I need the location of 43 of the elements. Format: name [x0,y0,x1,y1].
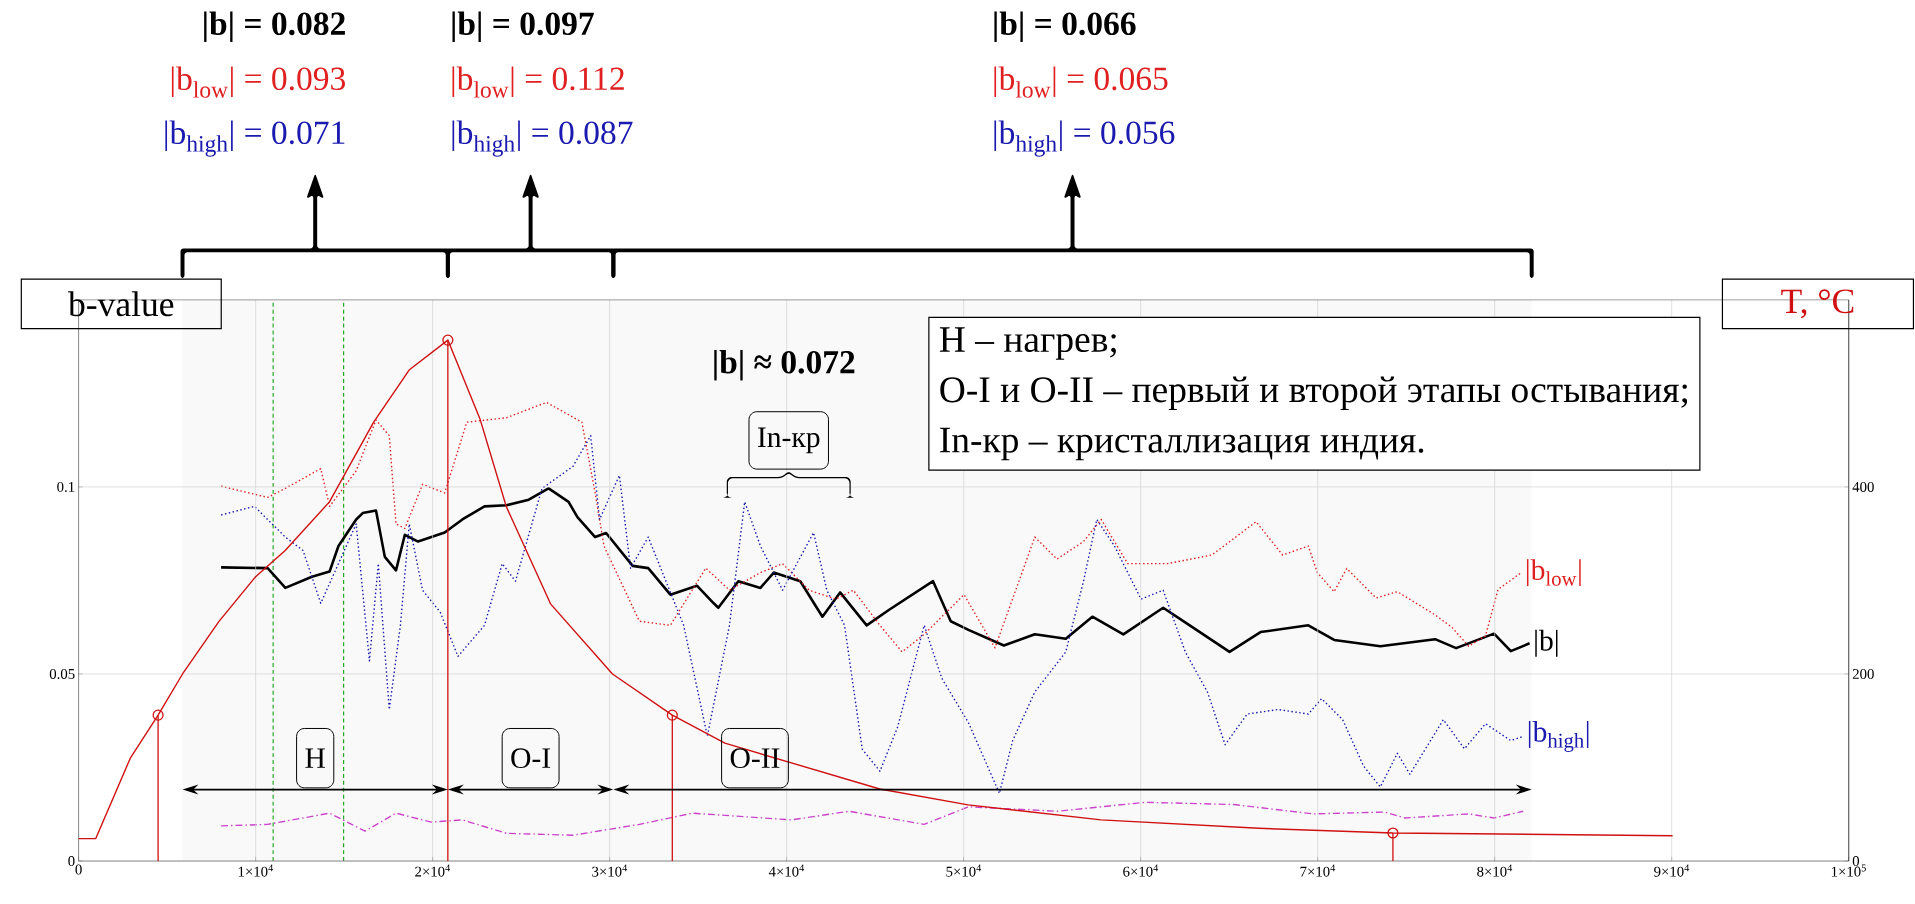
x-tick-label: 5×10$^{4}$ [946,864,982,877]
point [1387,827,1399,839]
y2-tick-label: 200 [1852,669,1874,680]
x-tick-label: 7×10$^{4}$ [1300,864,1336,877]
text: |b$_{high}$| = 0.056 [994,120,1175,157]
y2-axis-title: T, °C [1781,289,1854,319]
line-series [220,801,1524,837]
text: |b| = 0.082 [204,11,345,43]
x-tick-label: 3×10$^{4}$ [592,864,628,877]
annotation: О-I и О-II – первый и второй этапы остывания; [940,376,1688,411]
text: |b$_{high}$| = 0.071 [165,120,345,157]
annotation: In-кр – кристаллизация индия. [940,428,1424,461]
band-label: Н [305,748,325,769]
x-tick-label: 0 [75,864,82,875]
text: |b$_{low}$| = 0.112 [452,66,624,98]
y-tick-label: 0.05 [49,669,75,680]
text: |b| = 0.097 [452,11,594,43]
y-axis-title: b-value [68,291,174,317]
text: |b$_{low}$| = 0.093 [171,66,345,98]
x-tick-label: 8×10$^{4}$ [1477,864,1513,877]
point [152,709,164,721]
y-tick-label: 0.1 [57,482,75,493]
text: |b| = 0.066 [994,11,1136,43]
y2-tick-label: 0 [1852,856,1860,867]
annotation: In-кр [757,427,820,454]
annotation: Н – нагрев; [939,327,1116,360]
x-tick-label: 9×10$^{4}$ [1654,864,1690,877]
y-tick-label: 0 [68,856,75,867]
x-tick-label: 6×10$^{4}$ [1123,864,1159,877]
series-label: |b| [1535,630,1558,657]
x-tick-label: 2×10$^{4}$ [415,864,451,877]
band-label: О-II [730,748,780,769]
y2-tick-label: 400 [1852,482,1874,493]
text: |b$_{low}$| = 0.065 [994,66,1168,98]
series-label: |b$_{high}$| [1528,721,1589,753]
x-tick-label: 4×10$^{4}$ [768,864,805,877]
x-tick-label: 1×10$^{4}$ [238,864,274,877]
point [442,334,454,346]
text: |b$_{high}$| = 0.087 [452,120,633,157]
series-label: |b$_{low}$| [1526,559,1581,587]
point [666,709,678,721]
annotation: |b| ≈ 0.072 [714,350,855,381]
band-label: О-I [511,748,551,769]
